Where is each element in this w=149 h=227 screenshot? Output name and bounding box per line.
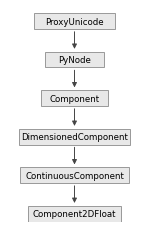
Text: ProxyUnicode: ProxyUnicode [45,17,104,27]
FancyBboxPatch shape [20,168,129,183]
Text: Component: Component [49,94,100,103]
Text: PyNode: PyNode [58,56,91,65]
Text: DimensionedComponent: DimensionedComponent [21,133,128,141]
FancyBboxPatch shape [45,52,104,68]
FancyBboxPatch shape [19,129,130,145]
Text: Component2DFloat: Component2DFloat [33,209,116,218]
FancyBboxPatch shape [28,206,121,222]
FancyBboxPatch shape [34,14,115,30]
FancyBboxPatch shape [41,91,108,106]
Text: ContinuousComponent: ContinuousComponent [25,171,124,180]
